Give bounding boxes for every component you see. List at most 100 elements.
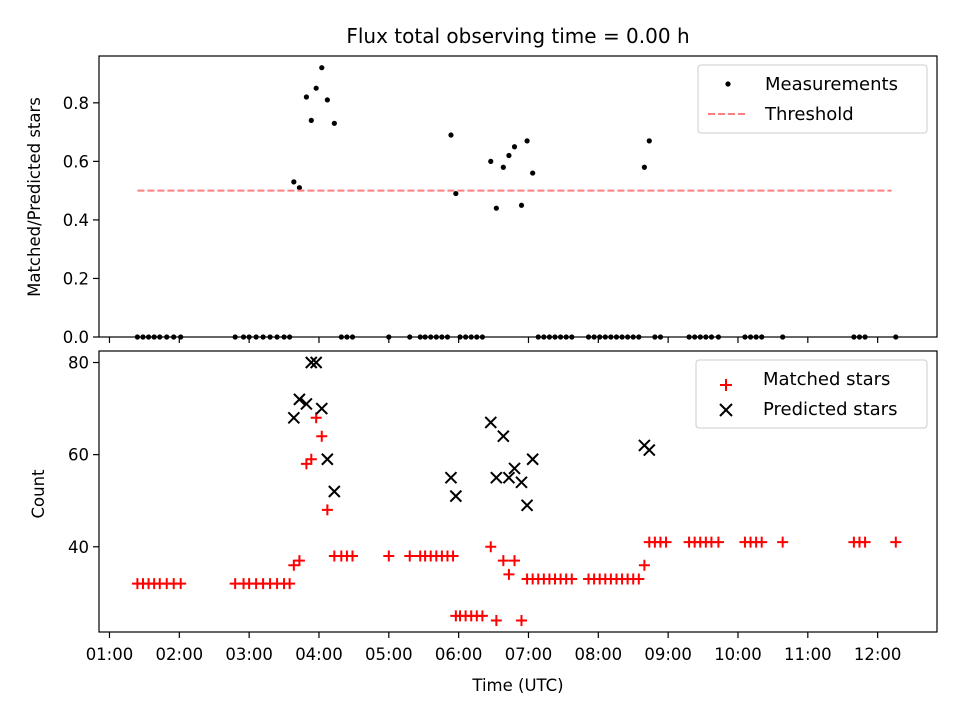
measurement-point xyxy=(563,334,569,340)
predicted-star-marker xyxy=(293,393,306,406)
measurement-point xyxy=(171,334,177,340)
matched-star-marker xyxy=(859,536,871,548)
measurement-point xyxy=(493,205,499,211)
top-ytick-label: 0.4 xyxy=(63,211,89,230)
measurement-point xyxy=(287,334,293,340)
measurement-point xyxy=(518,202,525,208)
legend-threshold-label: Threshold xyxy=(764,104,854,125)
measurement-point xyxy=(463,334,469,340)
matched-star-marker xyxy=(497,555,509,567)
measurement-point xyxy=(630,334,636,340)
measurement-point xyxy=(742,334,748,340)
legend-measurements-label: Measurements xyxy=(765,74,898,95)
predicted-star-marker xyxy=(502,471,516,484)
measurement-point xyxy=(448,132,454,138)
matched-star-marker xyxy=(890,536,902,548)
measurement-point xyxy=(524,138,530,144)
measurement-point xyxy=(232,334,238,340)
measurement-point xyxy=(546,334,553,340)
measurement-point xyxy=(338,334,344,340)
measurement-point xyxy=(444,334,451,340)
measurement-point xyxy=(535,334,541,340)
legend-matched-marker xyxy=(720,379,732,391)
predicted-star-marker xyxy=(321,453,334,466)
matched-star-marker xyxy=(175,578,187,590)
measurement-point xyxy=(417,334,423,340)
legend-predicted-label: Predicted stars xyxy=(763,399,897,420)
measurement-point xyxy=(433,334,439,340)
measurement-point xyxy=(313,85,319,91)
matched-star-marker xyxy=(777,536,789,548)
top-title: Flux total observing time = 0.00 h xyxy=(346,24,689,48)
bottom-axes-frame xyxy=(98,350,938,633)
measurement-point xyxy=(274,334,280,340)
measurement-point xyxy=(253,334,259,340)
measurement-point xyxy=(303,94,310,100)
matched-star-marker xyxy=(490,614,502,626)
predicted-star-marker xyxy=(328,485,341,498)
top-legend-frame xyxy=(697,64,928,134)
measurement-point xyxy=(619,334,625,340)
measurement-point xyxy=(240,334,247,340)
measurement-point xyxy=(591,334,597,340)
measurement-point xyxy=(652,334,658,340)
measurement-point xyxy=(759,334,765,340)
matched-star-marker xyxy=(633,573,645,585)
bottom-xtick-label: 12:00 xyxy=(854,645,902,664)
legend-predicted-marker xyxy=(719,403,733,417)
bottom-xticks: 01:00 02:00 03:00 04:00 05:00 06:00 07:00 08:00… xyxy=(86,632,902,664)
top-yticks: 0.0 0.2 0.4 0.6 0.8 xyxy=(63,94,99,347)
bottom-xtick-label: 02:00 xyxy=(156,645,204,664)
measurement-point xyxy=(260,334,266,340)
bottom-xtick-label: 01:00 xyxy=(86,645,134,664)
measurement-point xyxy=(753,334,759,340)
measurement-point xyxy=(344,334,350,340)
matched-star-marker xyxy=(310,412,322,424)
matched-star-marker xyxy=(383,550,395,562)
matched-star-marker xyxy=(284,578,296,590)
measurement-point xyxy=(331,120,337,126)
measurement-point xyxy=(511,144,518,150)
measurement-point xyxy=(597,334,603,340)
measurement-point xyxy=(134,334,141,340)
measurement-point xyxy=(500,164,506,170)
matched-star-marker xyxy=(288,559,300,571)
matched-star-marker xyxy=(447,550,459,562)
matched-star-marker xyxy=(503,568,515,580)
bottom-xtick-label: 11:00 xyxy=(784,645,832,664)
top-axes-frame xyxy=(98,55,938,338)
measurement-point xyxy=(585,334,592,340)
predicted-star-marker xyxy=(309,356,323,369)
matched-star-marker xyxy=(515,614,527,626)
measurement-point xyxy=(625,334,631,340)
measurement-point xyxy=(893,334,899,340)
measurement-point xyxy=(407,334,413,340)
predicted-star-marker xyxy=(449,489,463,503)
matched-star-marker xyxy=(566,573,578,585)
measurement-point xyxy=(281,334,287,340)
matched-star-marker xyxy=(404,550,416,562)
matched-star-marker xyxy=(485,541,497,553)
legend-measurements-marker xyxy=(725,81,731,87)
top-panel: Flux total observing time = 0.00 h Match… xyxy=(25,24,938,347)
measurement-point xyxy=(164,334,170,340)
predicted-star-marker xyxy=(520,499,534,512)
top-ytick-label: 0.2 xyxy=(63,269,89,288)
measurement-point xyxy=(178,334,184,340)
bottom-legend-frame xyxy=(695,359,928,429)
measurement-point xyxy=(686,334,692,340)
measurement-point xyxy=(613,334,620,340)
measurement-point xyxy=(151,334,157,340)
bottom-xtick-label: 05:00 xyxy=(365,645,413,664)
measurement-point xyxy=(157,334,163,340)
matched-star-marker xyxy=(712,536,724,548)
measurement-point xyxy=(308,117,314,123)
bottom-legend: Matched stars Predicted stars xyxy=(695,359,928,429)
measurement-point xyxy=(453,190,459,197)
measurement-point xyxy=(145,334,152,340)
measurement-point xyxy=(703,334,709,340)
predicted-star-marker xyxy=(497,430,510,443)
measurement-point xyxy=(602,334,608,340)
measurement-point xyxy=(439,334,445,340)
bottom-ytick-label: 60 xyxy=(68,446,89,465)
